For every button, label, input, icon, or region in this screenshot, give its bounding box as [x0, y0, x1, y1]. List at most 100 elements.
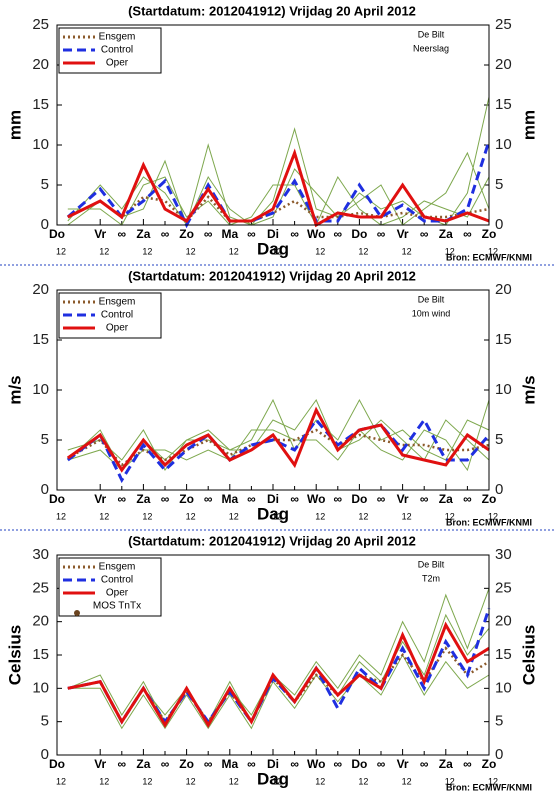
legend-label: Oper — [106, 588, 129, 599]
x-tick-sublabel: 12 — [229, 246, 239, 256]
x-minor-tick-label: ∞ — [161, 492, 170, 506]
chart-title: (Startdatum: 2012041912) Vrijdag 20 Apri… — [128, 268, 416, 283]
x-tick-label: Zo — [179, 757, 194, 771]
series-line — [67, 148, 490, 228]
annotation: De Bilt — [418, 294, 445, 304]
x-tick-label: Wo — [307, 227, 325, 241]
x-tick-label: Do — [351, 227, 367, 241]
y2-tick-label: 5 — [495, 431, 503, 448]
x-tick-sublabel: 12 — [315, 246, 325, 256]
y2-tick-label: 15 — [495, 646, 512, 663]
x-minor-tick-label: ∞ — [334, 227, 343, 241]
x-tick-label: Ma — [221, 492, 238, 506]
y-tick-label: 5 — [41, 713, 49, 730]
y2-tick-label: 25 — [495, 16, 512, 33]
y2-tick-label: 30 — [495, 546, 512, 563]
y2-tick-label: 0 — [495, 746, 503, 763]
x-minor-tick-label: ∞ — [377, 227, 386, 241]
y-tick-label: 15 — [32, 331, 49, 348]
x-tick-sublabel: 12 — [99, 776, 109, 786]
legend-label: Control — [101, 575, 133, 586]
x-minor-tick-label: ∞ — [334, 757, 343, 771]
x-minor-tick-label: ∞ — [161, 757, 170, 771]
y-tick-label: 15 — [32, 96, 49, 113]
y-tick-label: 20 — [32, 281, 49, 298]
x-minor-tick-label: ∞ — [118, 757, 127, 771]
y-axis-label: m/s — [5, 375, 24, 404]
y2-tick-label: 15 — [495, 331, 512, 348]
x-tick-sublabel: 12 — [56, 246, 66, 256]
y2-tick-label: 10 — [495, 136, 512, 153]
ensemble-member-line — [67, 399, 490, 472]
x-tick-sublabel: 12 — [142, 246, 152, 256]
annotation: De Bilt — [418, 29, 445, 39]
legend-label: Ensgem — [99, 297, 136, 308]
series-line — [66, 140, 491, 229]
y2-tick-label: 25 — [495, 579, 512, 596]
x-tick-sublabel: 12 — [445, 246, 455, 256]
chart-panel: (Startdatum: 2012041912) Vrijdag 20 Apri… — [5, 3, 538, 262]
legend-box — [58, 292, 162, 339]
x-tick-sublabel: 12 — [56, 511, 66, 521]
source-note: Bron: ECMWF/KNMI — [446, 517, 532, 527]
x-tick-sublabel: 12 — [315, 776, 325, 786]
x-tick-label: Vr — [397, 227, 409, 241]
y2-axis-label: Celsius — [519, 625, 538, 685]
plot-frame — [56, 289, 490, 491]
y2-tick-label: 0 — [495, 481, 503, 498]
x-tick-sublabel: 12 — [488, 511, 498, 521]
x-minor-tick-label: ∞ — [290, 757, 299, 771]
x-minor-tick-label: ∞ — [377, 757, 386, 771]
y2-tick-label: 10 — [495, 679, 512, 696]
y-tick-label: 0 — [41, 216, 49, 233]
y-tick-label: 0 — [41, 746, 49, 763]
y-tick-label: 25 — [32, 579, 49, 596]
y2-tick-label: 5 — [495, 713, 503, 730]
x-tick-sublabel: 12 — [186, 511, 196, 521]
x-tick-sublabel: 12 — [358, 246, 368, 256]
y-tick-label: 15 — [32, 646, 49, 663]
x-tick-sublabel: 12 — [186, 246, 196, 256]
x-minor-tick-label: ∞ — [247, 492, 256, 506]
legend-symbol — [74, 610, 80, 616]
y2-tick-label: 5 — [495, 176, 503, 193]
x-tick-label: Zo — [482, 492, 497, 506]
legend-box — [58, 27, 162, 74]
x-tick-label: Do — [49, 227, 65, 241]
series-line — [66, 406, 490, 473]
x-tick-sublabel: 12 — [272, 511, 282, 521]
x-minor-tick-label: ∞ — [204, 757, 213, 771]
y2-tick-label: 20 — [495, 613, 512, 630]
x-minor-tick-label: ∞ — [118, 227, 127, 241]
x-tick-sublabel: 12 — [358, 511, 368, 521]
legend-label: Oper — [106, 58, 129, 69]
x-tick-sublabel: 12 — [445, 511, 455, 521]
series-line — [67, 195, 490, 223]
x-tick-sublabel: 12 — [315, 511, 325, 521]
x-tick-sublabel: 12 — [488, 776, 498, 786]
x-axis-label: Dag — [257, 504, 289, 523]
x-tick-label: Do — [49, 492, 65, 506]
annotation: T2m — [422, 573, 440, 583]
x-tick-sublabel: 12 — [272, 246, 282, 256]
x-tick-label: Vr — [94, 227, 106, 241]
y2-tick-label: 20 — [495, 281, 512, 298]
x-tick-label: Za — [136, 492, 150, 506]
x-axis-label: Dag — [257, 769, 289, 788]
x-minor-tick-label: ∞ — [118, 492, 127, 506]
plot-frame — [56, 554, 490, 756]
x-minor-tick-label: ∞ — [420, 227, 429, 241]
x-tick-label: Zo — [482, 757, 497, 771]
x-minor-tick-label: ∞ — [334, 492, 343, 506]
y2-tick-label: 15 — [495, 96, 512, 113]
x-tick-sublabel: 12 — [99, 511, 109, 521]
y2-axis-label: m/s — [519, 375, 538, 404]
x-minor-tick-label: ∞ — [290, 492, 299, 506]
x-tick-label: Vr — [94, 757, 106, 771]
x-tick-sublabel: 12 — [99, 246, 109, 256]
chart-title: (Startdatum: 2012041912) Vrijdag 20 Apri… — [128, 3, 416, 18]
y2-axis-label: mm — [519, 110, 538, 140]
y-tick-label: 5 — [41, 176, 49, 193]
ensemble-member-line — [67, 653, 490, 730]
